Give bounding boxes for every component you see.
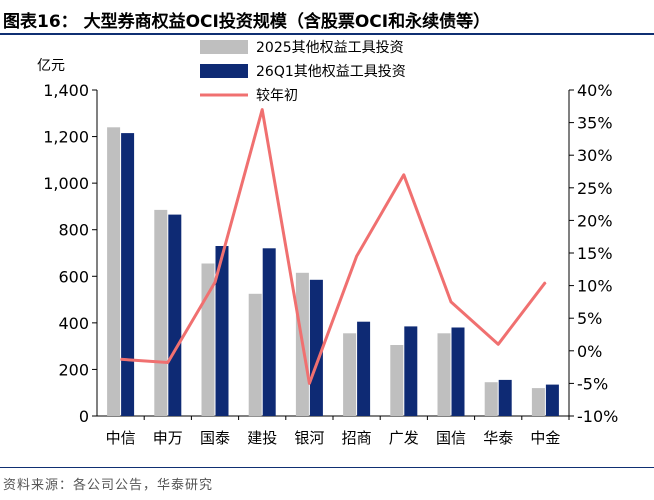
line-point bbox=[356, 255, 358, 257]
source-note: 资料来源：各公司公告，华泰研究 bbox=[3, 478, 214, 493]
bar-2025 bbox=[484, 382, 498, 416]
bar-2025 bbox=[343, 333, 357, 416]
legend-swatch bbox=[200, 64, 248, 78]
left-axis-unit: 亿元 bbox=[37, 58, 65, 74]
category-label: 广发 bbox=[389, 429, 419, 447]
bar-2025 bbox=[107, 127, 121, 417]
line-series-change bbox=[120, 108, 547, 385]
right-tick-label: 40% bbox=[577, 81, 613, 100]
bar-26q1 bbox=[545, 384, 559, 416]
left-tick-label: 1,200 bbox=[43, 128, 89, 147]
line-point bbox=[497, 343, 499, 345]
bar-26q1 bbox=[451, 327, 465, 416]
legend-label: 较年初 bbox=[256, 87, 298, 104]
footer-divider bbox=[0, 467, 654, 468]
line-point bbox=[308, 382, 310, 384]
right-tick-label: 15% bbox=[577, 244, 613, 263]
bar-26q1 bbox=[498, 379, 512, 416]
bar-26q1 bbox=[404, 326, 418, 416]
chart-bars bbox=[107, 127, 559, 417]
line-point bbox=[120, 358, 122, 360]
right-tick-label: 35% bbox=[577, 114, 613, 133]
chart-labels: 亿元 0 200 400 600 800 1,000 1,200 1,400 -10% -5% 0% 5… bbox=[37, 58, 618, 447]
chart-lines bbox=[120, 108, 547, 385]
category-label: 银河 bbox=[294, 429, 324, 447]
legend-label: 26Q1其他权益工具投资 bbox=[256, 64, 406, 80]
figure-title: 图表16： 大型券商权益OCI投资规模（含股票OCI和永续债等） bbox=[3, 12, 491, 32]
bar-26q1 bbox=[168, 214, 182, 416]
right-tick-label: 30% bbox=[577, 146, 613, 165]
line-point bbox=[450, 301, 452, 303]
bar-26q1 bbox=[262, 248, 276, 416]
title-divider bbox=[0, 33, 654, 35]
category-label: 华泰 bbox=[483, 429, 513, 447]
left-tick-label: 0 bbox=[79, 407, 89, 426]
category-label: 中金 bbox=[530, 429, 560, 447]
line-point bbox=[544, 281, 546, 283]
right-tick-label: 25% bbox=[577, 179, 613, 198]
line-point bbox=[214, 281, 216, 283]
bar-2025 bbox=[531, 388, 545, 416]
right-tick-label: 20% bbox=[577, 211, 613, 230]
left-tick-label: 200 bbox=[58, 360, 89, 379]
category-label: 中信 bbox=[106, 429, 136, 447]
right-tick-label: 10% bbox=[577, 277, 613, 296]
legend-label: 2025其他权益工具投资 bbox=[256, 40, 404, 56]
left-tick-label: 1,000 bbox=[43, 174, 89, 193]
line-point bbox=[167, 362, 169, 363]
right-tick-label: 0% bbox=[577, 342, 602, 361]
legend-swatch bbox=[200, 40, 248, 54]
right-tick-label: -10% bbox=[577, 407, 618, 426]
category-label: 建投 bbox=[247, 429, 277, 447]
bar-26q1 bbox=[121, 133, 135, 416]
line-point bbox=[261, 109, 263, 111]
bar-26q1 bbox=[309, 279, 323, 416]
bar-2025 bbox=[248, 293, 262, 417]
bar-26q1 bbox=[357, 321, 371, 416]
left-tick-label: 800 bbox=[58, 221, 89, 240]
category-label: 申万 bbox=[153, 429, 183, 447]
bar-2025 bbox=[437, 333, 451, 416]
category-label: 招商 bbox=[342, 429, 372, 447]
left-tick-label: 400 bbox=[58, 314, 89, 333]
category-label: 国信 bbox=[436, 429, 466, 447]
bar-2025 bbox=[154, 209, 168, 416]
line-point bbox=[403, 174, 405, 176]
bar-2025 bbox=[390, 345, 404, 416]
category-label: 国泰 bbox=[200, 429, 230, 447]
right-tick-label: -5% bbox=[577, 374, 608, 393]
left-tick-label: 1,400 bbox=[43, 81, 89, 100]
right-tick-label: 5% bbox=[577, 309, 602, 328]
bar-26q1 bbox=[215, 246, 229, 416]
figure-header: 图表16： 大型券商权益OCI投资规模（含股票OCI和永续债等） bbox=[0, 0, 654, 34]
left-tick-label: 600 bbox=[58, 267, 89, 286]
